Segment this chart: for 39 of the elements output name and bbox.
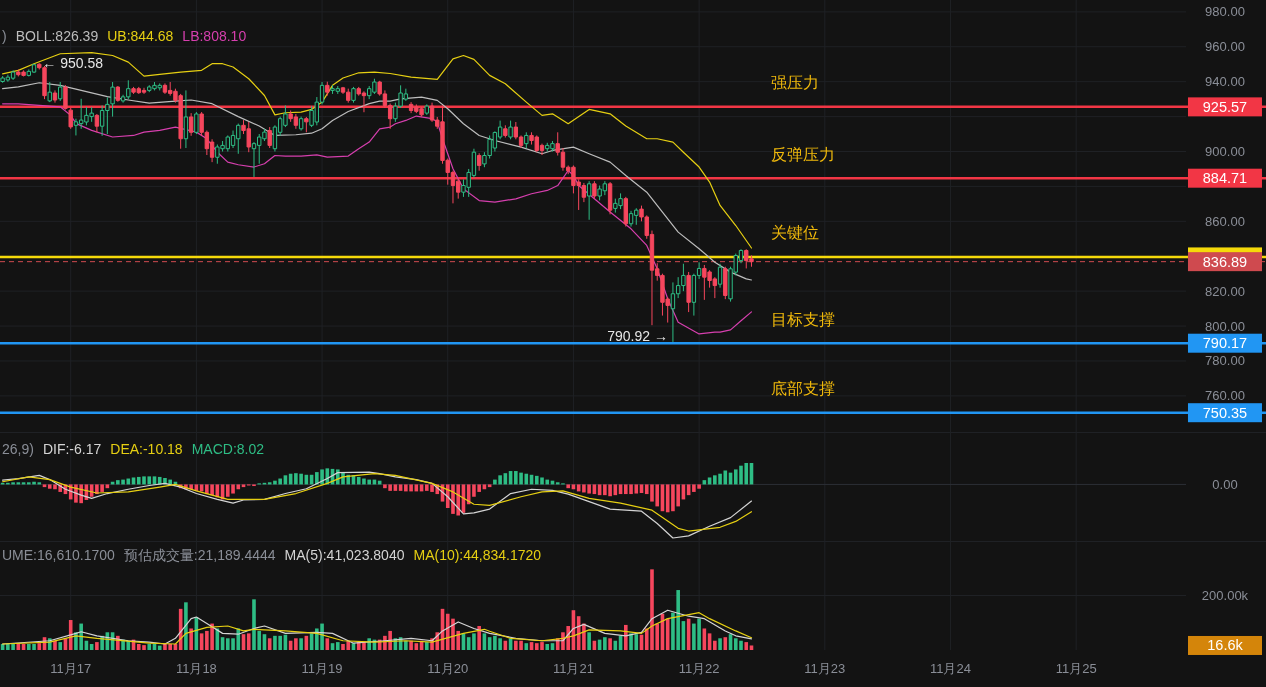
annotation: 925.57 bbox=[1202, 98, 1248, 115]
x-tick-label: 11月20 bbox=[427, 660, 469, 676]
y-tick-label: 860.00 bbox=[1205, 213, 1245, 229]
y-tick-label: 980.00 bbox=[1205, 4, 1245, 20]
ref-line-label: 关键位 bbox=[771, 224, 819, 242]
y-tick-label: 800.00 bbox=[1205, 318, 1245, 334]
ref-line-label: 目标支撑 bbox=[771, 310, 835, 328]
y-tick-label: 960.00 bbox=[1205, 39, 1245, 55]
y-tick-label: 16.6k bbox=[1207, 637, 1244, 654]
axis-label: 836.89 bbox=[1188, 252, 1262, 272]
x-tick-label: 11月22 bbox=[678, 660, 720, 676]
y-tick-label: 760.00 bbox=[1205, 388, 1245, 404]
x-tick-label: 11月19 bbox=[301, 660, 343, 676]
y-tick-label: 780.00 bbox=[1205, 353, 1245, 369]
y-tick-label: 820.00 bbox=[1205, 283, 1245, 299]
x-tick-label: 11月23 bbox=[804, 660, 846, 676]
x-tick-label: 11月25 bbox=[1055, 660, 1097, 676]
ref-line-label: 反弹压力 bbox=[771, 145, 835, 163]
axis-label: 925.57 bbox=[1188, 97, 1262, 117]
legend: 26,9) DIF:-6.17 DEA:-10.18 MACD:8.02 bbox=[2, 441, 264, 457]
y-tick-label: 940.00 bbox=[1205, 74, 1245, 90]
annotation: 836.89 bbox=[1202, 253, 1248, 270]
annotation: 750.35 bbox=[1202, 404, 1248, 421]
y-tick-label: 900.00 bbox=[1205, 144, 1245, 160]
axis-label: 750.35 bbox=[1188, 403, 1262, 423]
ref-line-label: 强压力 bbox=[771, 74, 819, 92]
x-tick-label: 11月24 bbox=[930, 660, 971, 676]
x-tick-label: 11月17 bbox=[50, 660, 92, 676]
annotation: 884.71 bbox=[1202, 170, 1248, 187]
annotation: ← 950.58 bbox=[42, 55, 104, 72]
legend: ) BOLL:826.39 UB:844.68 LB:808.10 bbox=[2, 28, 247, 44]
y-tick-label: 200.00k bbox=[1201, 588, 1249, 603]
legend: UME:16,610.1700 预估成交量:21,189.4444 MA(5):41,023.8040 MA(10):44,834.1720 bbox=[2, 547, 542, 563]
x-tick-label: 11月21 bbox=[552, 660, 594, 676]
annotation: 0.00 bbox=[1212, 476, 1238, 492]
ref-line-label: 底部支撑 bbox=[771, 380, 835, 398]
annotation: 790.92 → bbox=[607, 327, 668, 344]
annotation: 790.17 bbox=[1202, 335, 1248, 352]
x-tick-label: 11月18 bbox=[175, 660, 217, 676]
